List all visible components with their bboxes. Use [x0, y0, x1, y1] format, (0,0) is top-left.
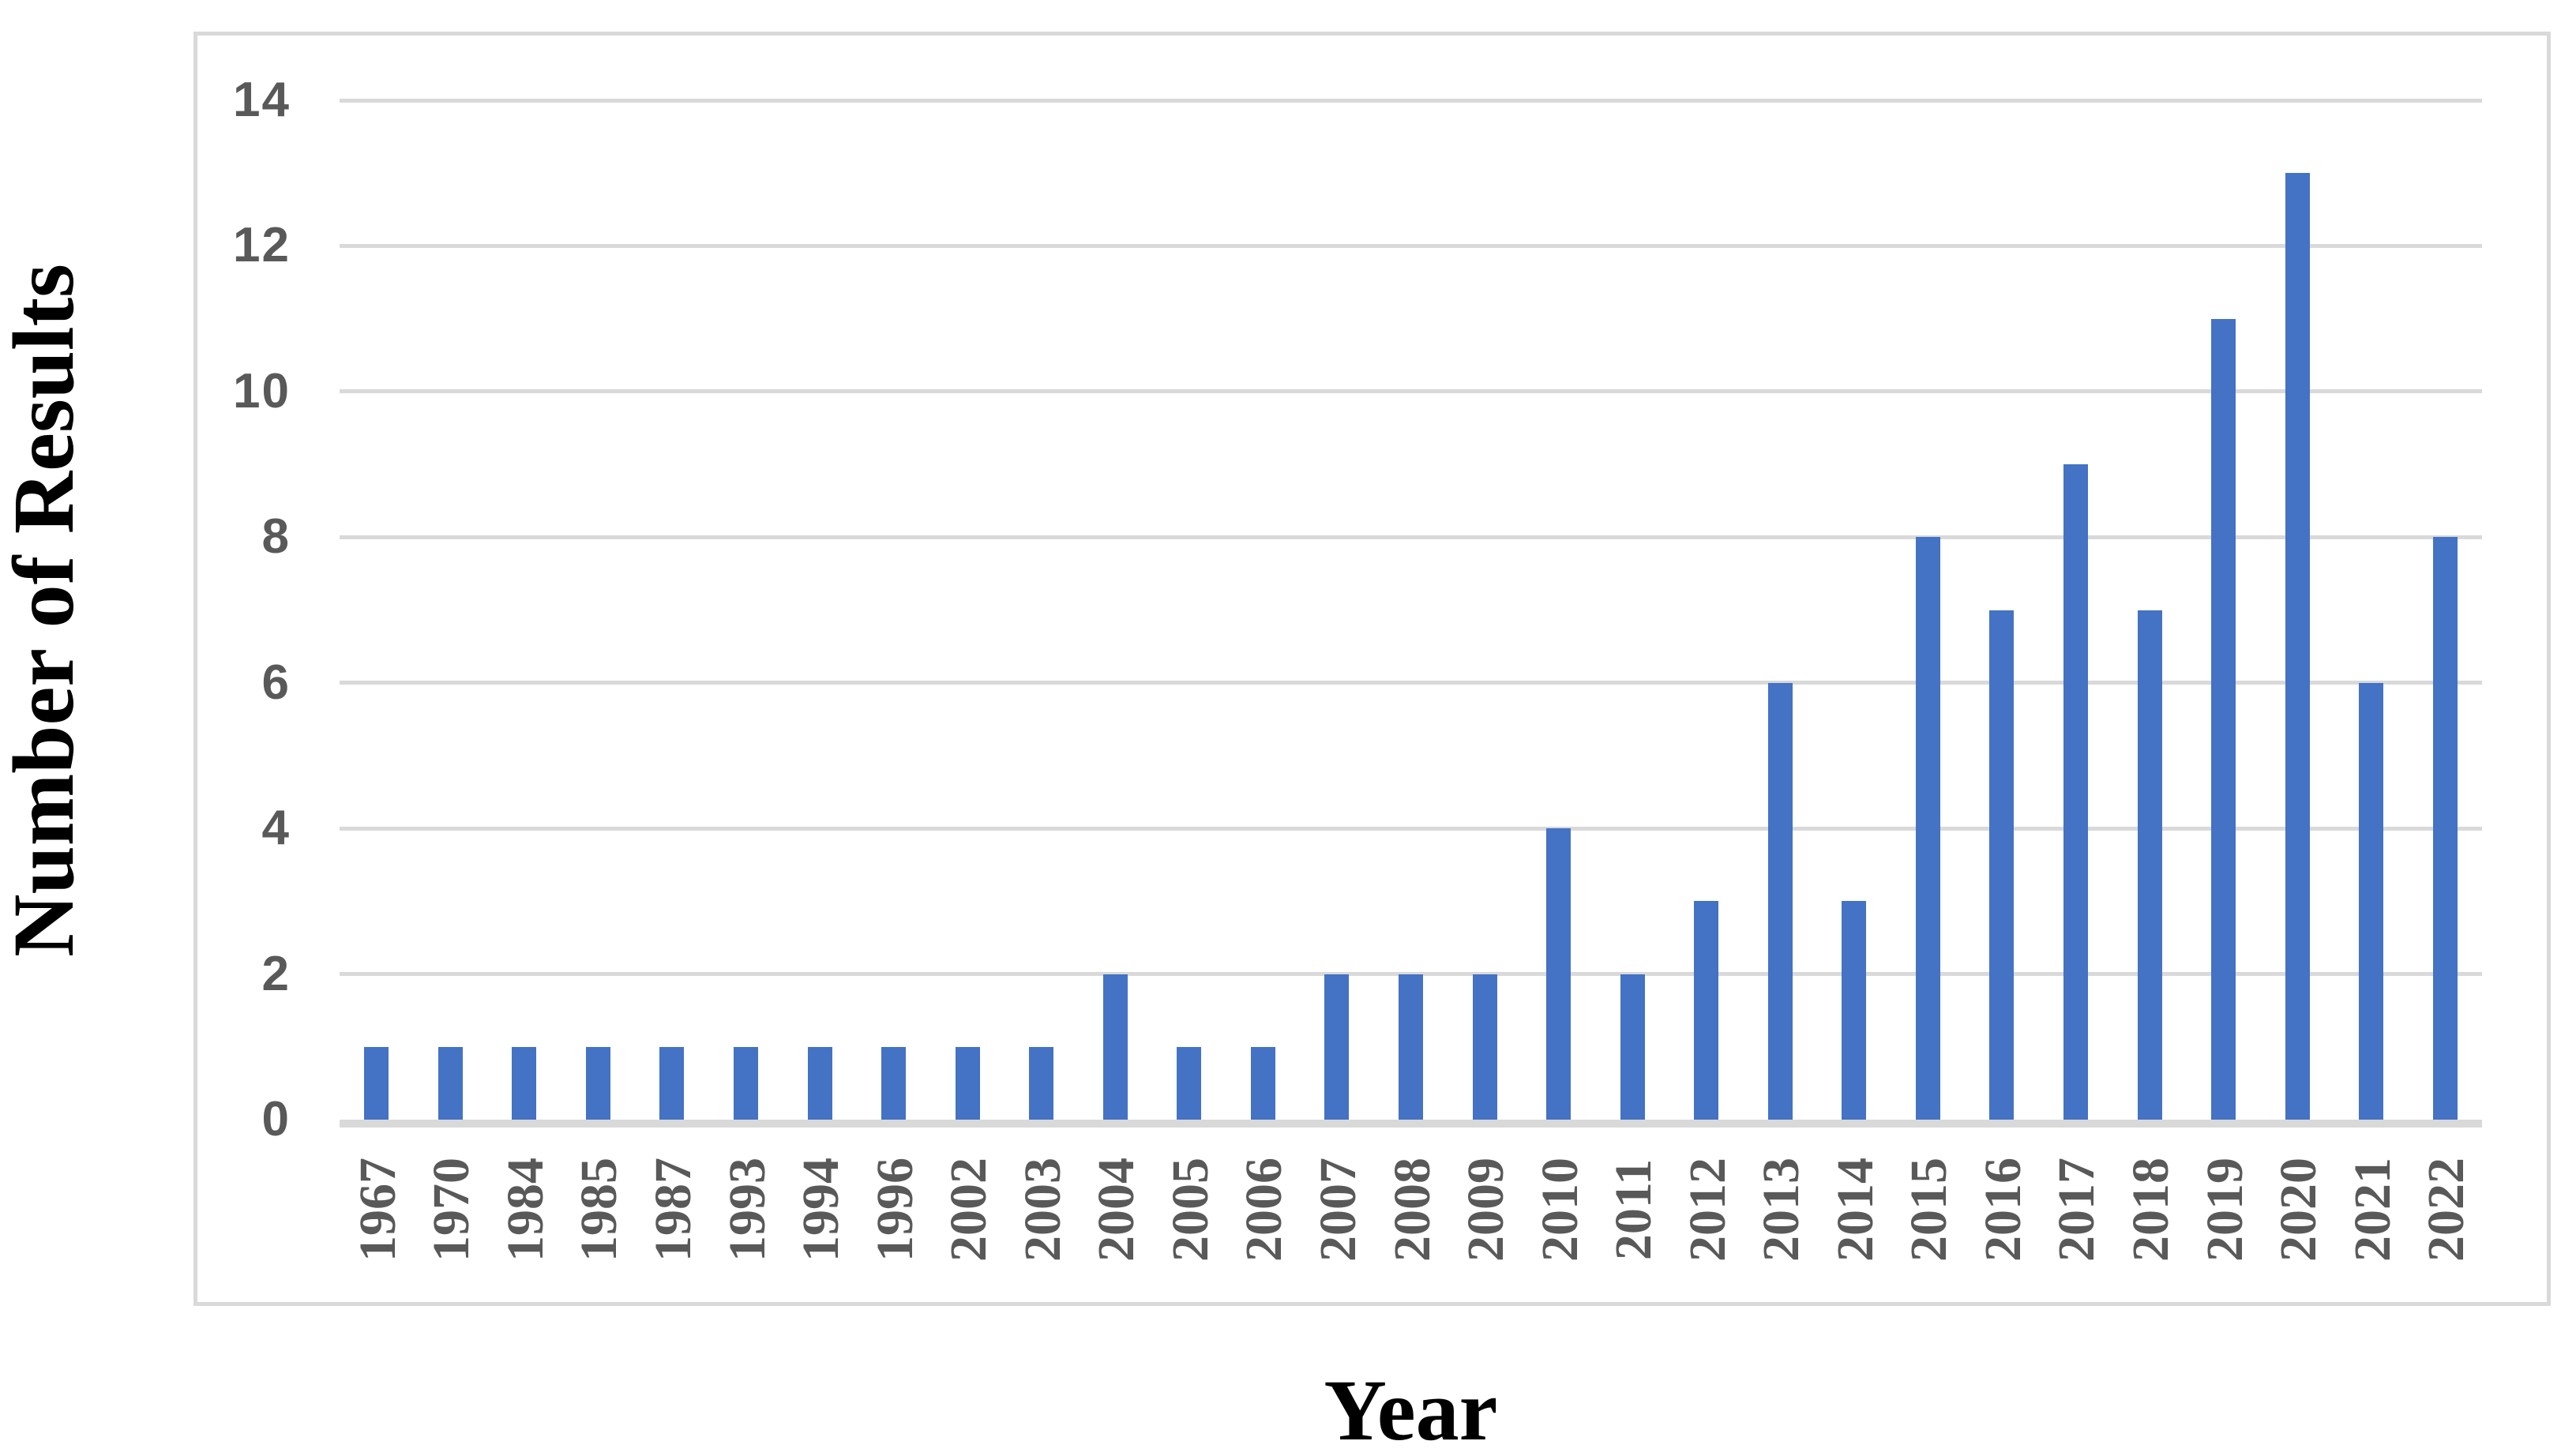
bar-2002 [955, 1046, 980, 1120]
x-tick-label: 1984 [496, 1158, 554, 1262]
bar-2015 [1915, 537, 1940, 1120]
bar-2007 [1324, 974, 1350, 1120]
x-tick-label: 1967 [348, 1158, 407, 1262]
bar-1985 [585, 1046, 610, 1120]
x-tick-label: 2002 [940, 1158, 998, 1262]
x-tick-label: 2013 [1752, 1158, 1811, 1262]
x-tick-label: 1970 [422, 1158, 481, 1262]
bar-2004 [1102, 974, 1128, 1120]
bar-2016 [1989, 610, 2015, 1120]
y-tick-label: 4 [261, 801, 291, 856]
y-tick-label: 10 [233, 363, 291, 418]
gridline [340, 826, 2482, 831]
x-tick-label: 2022 [2417, 1158, 2476, 1262]
bar-2008 [1399, 974, 1423, 1120]
bar-1984 [512, 1046, 537, 1120]
x-tick-label: 2005 [1161, 1158, 1219, 1262]
bar-2012 [1694, 901, 1719, 1120]
bar-2006 [1250, 1046, 1275, 1120]
x-tick-label: 2010 [1530, 1158, 1589, 1262]
bar-2022 [2432, 537, 2458, 1120]
bar-2021 [2359, 682, 2384, 1120]
y-tick-label: 0 [261, 1092, 291, 1146]
gridline [340, 535, 2482, 539]
x-tick-label: 2012 [1678, 1158, 1737, 1262]
bar-2019 [2211, 318, 2236, 1120]
y-tick-label: 8 [261, 509, 291, 565]
x-tick-label: 2020 [2270, 1158, 2328, 1262]
bar-2018 [2137, 610, 2162, 1120]
x-axis-title: Year [1324, 1362, 1498, 1456]
bar-1993 [734, 1046, 759, 1120]
bar-2013 [1767, 682, 1793, 1120]
gridline [340, 243, 2482, 248]
x-tick-label: 2006 [1235, 1158, 1294, 1262]
y-tick-label: 14 [233, 73, 291, 127]
x-tick-label: 2018 [2122, 1158, 2180, 1262]
x-tick-label: 2008 [1383, 1158, 1441, 1262]
x-tick-label: 2017 [2048, 1158, 2106, 1262]
x-tick-label: 2004 [1087, 1158, 1146, 1262]
bar-1994 [807, 1046, 832, 1120]
x-tick-label: 2015 [1900, 1158, 1958, 1262]
x-tick-label: 1985 [570, 1158, 629, 1262]
x-tick-label: 1996 [866, 1158, 924, 1262]
bar-2011 [1620, 974, 1645, 1120]
gridline [340, 98, 2482, 103]
x-tick-label: 2011 [1605, 1158, 1663, 1261]
bar-2014 [1842, 901, 1867, 1120]
bar-1987 [659, 1046, 685, 1120]
bar-2009 [1472, 974, 1497, 1120]
bar-2005 [1177, 1046, 1202, 1120]
x-tick-label: 2016 [1973, 1158, 2032, 1262]
x-tick-label: 2009 [1457, 1158, 1515, 1262]
x-tick-label: 1987 [644, 1158, 702, 1262]
bar-2020 [2285, 173, 2310, 1120]
y-tick-label: 6 [261, 655, 291, 710]
bar-2017 [2063, 464, 2088, 1120]
gridline [340, 681, 2482, 685]
x-tick-label: 2003 [1013, 1158, 1072, 1262]
bar-2010 [1546, 828, 1572, 1120]
bar-1967 [364, 1046, 389, 1120]
x-tick-label: 1993 [718, 1158, 776, 1262]
y-axis-title: Number of Results [0, 263, 92, 957]
x-tick-label: 1994 [792, 1158, 851, 1262]
x-tick-label: 2019 [2195, 1158, 2254, 1262]
x-tick-label: 2021 [2343, 1158, 2401, 1262]
y-tick-label: 12 [233, 218, 291, 273]
x-tick-label: 2007 [1309, 1158, 1367, 1262]
y-tick-label: 2 [261, 946, 291, 1001]
x-tick-label: 2014 [1826, 1158, 1884, 1262]
bar-1970 [437, 1046, 463, 1120]
x-axis-line [340, 1120, 2482, 1128]
gridline [340, 389, 2482, 394]
bar-2003 [1029, 1046, 1054, 1120]
bar-1996 [881, 1046, 907, 1120]
